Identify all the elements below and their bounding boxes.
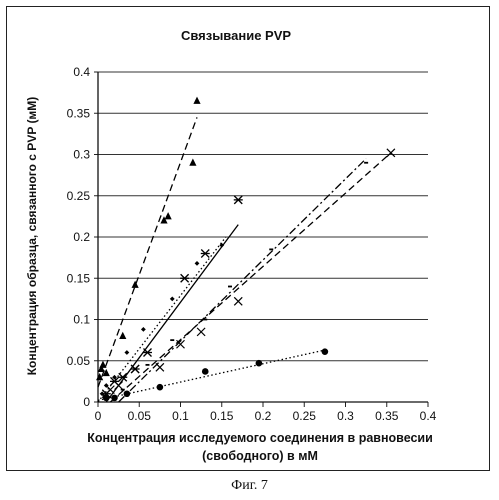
triangle-point <box>193 97 200 104</box>
chart-title: Связывание PVP <box>181 28 291 43</box>
x-tick-label: 0.4 <box>420 409 437 423</box>
diamond-point <box>124 350 129 355</box>
x-tick-label: 0 <box>95 409 102 423</box>
y-tick-label: 0.3 <box>73 148 90 162</box>
y-tick-label: 0.25 <box>67 189 91 203</box>
axis-layer: 0 0.05 0.1 0.15 0.2 0.25 0.3 0.35 0.4 0 0.05 0.1 0.1… <box>67 65 437 423</box>
triangle-point <box>132 281 139 288</box>
star-point <box>180 274 189 282</box>
circle-point <box>202 368 209 375</box>
x-axis-label-line1: Концентрация исследуемого соединения в р… <box>87 431 433 445</box>
diamond-point <box>141 327 146 332</box>
triangle-point <box>165 212 172 219</box>
y-tick-label: 0.15 <box>67 271 91 285</box>
x-tick-label: 0.25 <box>293 409 317 423</box>
x-point <box>156 363 164 371</box>
trendline-dash <box>119 159 367 402</box>
x-tick-label: 0.3 <box>337 409 354 423</box>
circle-point <box>124 390 131 397</box>
y-tick-label: 0.1 <box>73 313 90 327</box>
y-tick-label: 0.2 <box>73 230 90 244</box>
circle-point <box>103 395 110 402</box>
circle-point <box>322 348 329 355</box>
y-axis-label: Концентрация образца, связанного с PVP (… <box>25 97 39 376</box>
x-point <box>197 328 205 336</box>
figure-caption: Фиг. 7 <box>0 478 499 494</box>
star-point <box>201 250 210 258</box>
y-tick-label: 0.05 <box>67 354 91 368</box>
trendline-star <box>106 225 238 402</box>
trendline-x <box>110 153 391 402</box>
x-tick-label: 0.2 <box>255 409 272 423</box>
fit-lines <box>98 117 391 402</box>
diamond-point <box>170 296 175 301</box>
x-tick-label: 0.05 <box>128 409 152 423</box>
x-axis-label-line2: (свободного) в мМ <box>202 449 318 463</box>
series-x <box>106 149 395 394</box>
x-point <box>106 386 114 394</box>
star-point <box>143 349 152 357</box>
diamond-point <box>195 261 200 266</box>
x-point <box>234 297 242 305</box>
x-tick-label: 0.35 <box>375 409 399 423</box>
y-tick-label: 0.35 <box>67 106 91 120</box>
star-point <box>234 196 243 204</box>
grid-layer <box>98 72 428 361</box>
triangle-point <box>99 361 106 368</box>
triangle-point <box>119 332 126 339</box>
x-tick-label: 0.1 <box>172 409 189 423</box>
circle-point <box>256 360 263 367</box>
x-tick-label: 0.15 <box>210 409 234 423</box>
triangle-point <box>189 159 196 166</box>
x-point <box>387 149 395 157</box>
y-tick-label: 0.4 <box>73 65 90 79</box>
x-point <box>115 382 123 390</box>
circle-point <box>157 384 164 391</box>
y-tick-label: 0 <box>83 395 90 409</box>
trendline-circle <box>98 350 325 400</box>
circle-point <box>111 395 118 402</box>
